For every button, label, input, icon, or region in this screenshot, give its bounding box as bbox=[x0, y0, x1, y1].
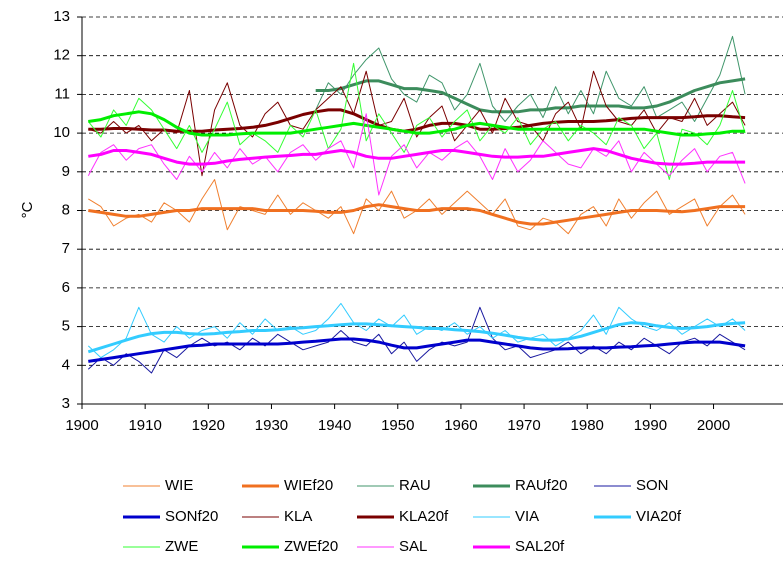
series-line bbox=[88, 70, 746, 177]
legend-label: SAL20f bbox=[515, 538, 565, 555]
series-line bbox=[87, 302, 746, 359]
x-tick-label: 1920 bbox=[192, 417, 225, 434]
series-line bbox=[87, 62, 746, 180]
legend-label: VIA bbox=[515, 508, 539, 525]
series-line bbox=[315, 77, 746, 114]
x-tick-label: 1980 bbox=[571, 417, 604, 434]
x-tick-label: 2000 bbox=[697, 417, 730, 434]
y-tick-label: 13 bbox=[53, 8, 70, 25]
legend-label: ZWE bbox=[165, 538, 198, 555]
series-line bbox=[88, 179, 746, 235]
legend-label: RAUf20 bbox=[515, 477, 568, 494]
legend-label: SONf20 bbox=[165, 508, 218, 525]
y-tick-label: 10 bbox=[53, 124, 70, 141]
y-tick-label: 11 bbox=[54, 85, 70, 102]
y-tick-label: 8 bbox=[62, 201, 70, 218]
x-tick-label: 1910 bbox=[128, 417, 161, 434]
legend-label: ZWEf20 bbox=[284, 538, 338, 555]
legend-label: VIA20f bbox=[636, 508, 682, 525]
x-tick-label: 1900 bbox=[65, 417, 98, 434]
y-tick-label: 7 bbox=[62, 240, 70, 257]
legend-label: KLA bbox=[284, 508, 312, 525]
legend-label: WIE bbox=[165, 477, 193, 494]
series-line bbox=[88, 110, 746, 137]
legend-label: KLA20f bbox=[399, 508, 449, 525]
legend-label: SAL bbox=[399, 538, 427, 555]
legend-label: RAU bbox=[399, 477, 431, 494]
series-line bbox=[88, 203, 746, 226]
series-line bbox=[88, 147, 746, 166]
y-tick-label: 6 bbox=[62, 279, 70, 296]
series-line bbox=[88, 108, 746, 133]
y-axis-label: °C bbox=[19, 201, 36, 218]
series-line bbox=[315, 35, 746, 122]
x-tick-label: 1930 bbox=[255, 417, 288, 434]
y-tick-label: 9 bbox=[62, 163, 70, 180]
legend-label: WIEf20 bbox=[284, 477, 333, 494]
x-tick-label: 1940 bbox=[318, 417, 351, 434]
x-tick-label: 1960 bbox=[444, 417, 477, 434]
x-tick-label: 1970 bbox=[507, 417, 540, 434]
series-line bbox=[87, 306, 746, 374]
series-line bbox=[88, 337, 746, 363]
x-tick-label: 1950 bbox=[381, 417, 414, 434]
y-tick-label: 4 bbox=[62, 356, 70, 373]
legend-label: SON bbox=[636, 477, 669, 494]
y-tick-label: 12 bbox=[53, 47, 70, 64]
y-tick-label: 3 bbox=[62, 395, 70, 412]
y-tick-label: 5 bbox=[62, 318, 70, 335]
series-line bbox=[87, 113, 746, 196]
x-tick-label: 1990 bbox=[634, 417, 667, 434]
series-line bbox=[87, 321, 746, 354]
